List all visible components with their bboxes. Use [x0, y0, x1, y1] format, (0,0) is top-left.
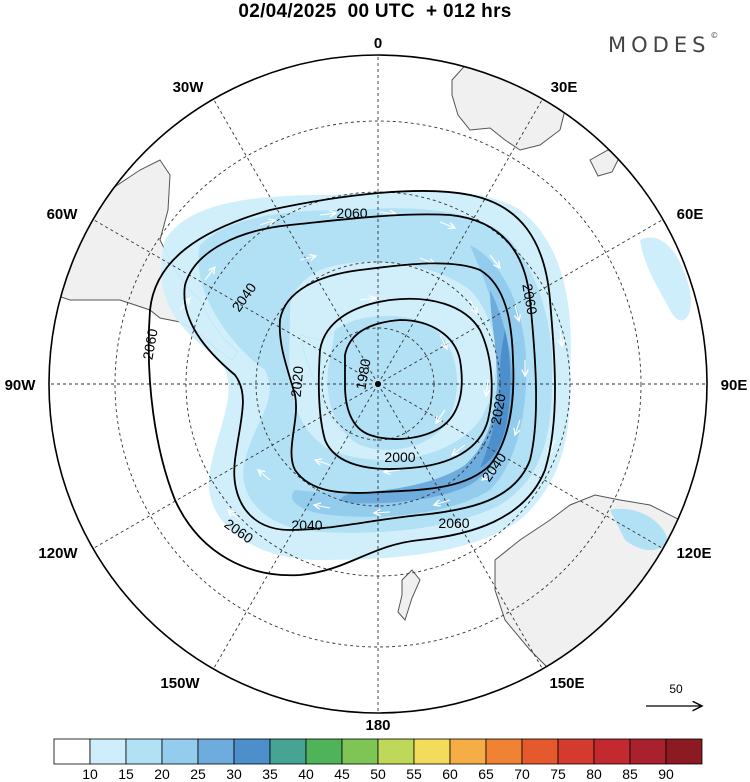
contour-label-2040-south: 2040 [291, 517, 322, 533]
colorbar-tick-label: 60 [442, 766, 458, 782]
colorbar-swatch [665, 738, 703, 765]
contour-2040 [183, 213, 537, 531]
colorbar-swatch [413, 738, 451, 765]
land-new-zealand [397, 569, 421, 621]
land-madagascar [589, 149, 621, 177]
wind-reference-label: 50 [669, 682, 683, 696]
contour-label-2020-west: 2020 [288, 365, 307, 398]
lon-label-150w: 150W [160, 675, 200, 692]
height-contours [147, 190, 556, 577]
colorbar-swatch [341, 738, 379, 765]
south-pole-marker [375, 381, 381, 387]
colorbar: 10 15 20 25 30 35 40 45 50 55 60 65 70 75 80 85 90 [53, 738, 703, 782]
colorbar-tick-label: 45 [334, 766, 350, 782]
contour-2060 [147, 190, 556, 577]
lon-label-60e: 60E [677, 206, 704, 223]
longitude-labels: 0 30E 60E 90E 120E 150E 180 150W 120W 90… [5, 35, 748, 734]
colorbar-swatch [269, 738, 307, 765]
graticule [49, 55, 707, 713]
wind-vectors [179, 212, 562, 521]
colorbar-tick-label: 50 [370, 766, 386, 782]
map-boundary [48, 54, 708, 714]
lon-label-90e: 90E [721, 377, 748, 394]
brand-text: MODES [608, 33, 711, 57]
lon-label-30w: 30W [173, 79, 205, 96]
colorbar-swatch [125, 738, 163, 765]
shade-tasman-patch [610, 508, 668, 551]
shade-35-band [480, 330, 511, 468]
colorbar-tick-label: 35 [262, 766, 278, 782]
lon-label-30e: 30E [551, 79, 578, 96]
colorbar-tick-label: 70 [514, 766, 530, 782]
colorbar-swatch [197, 738, 235, 765]
lon-label-150e: 150E [549, 675, 584, 692]
contour-label-2060-south: 2060 [438, 515, 469, 531]
lon-label-90w: 90W [5, 377, 37, 394]
contour-label-2060-west: 2060 [139, 327, 160, 361]
colorbar-swatch [593, 738, 631, 765]
colorbar-tick-label: 10 [82, 766, 98, 782]
shade-30-band [340, 290, 513, 504]
contour-label-2000: 2000 [384, 449, 415, 465]
shade-indian-ocean-patch [640, 237, 691, 321]
colorbar-tick-label: 20 [154, 766, 170, 782]
colorbar-tick-label: 85 [622, 766, 638, 782]
wind-reference: 50 [646, 682, 702, 706]
colorbar-tick-label: 80 [586, 766, 602, 782]
contour-labels: 2060 2040 2060 2060 2020 1980 2060 2020 … [139, 205, 540, 547]
contour-label-1980: 1980 [352, 357, 373, 391]
colorbar-swatch [521, 738, 559, 765]
lon-label-0: 0 [374, 35, 382, 52]
copyright-symbol: © [710, 31, 719, 40]
colorbar-swatch [89, 738, 127, 765]
contour-label-2060-top: 2060 [336, 205, 367, 221]
contour-label-2020-east: 2020 [487, 392, 508, 426]
colorbar-tick-label: 65 [478, 766, 494, 782]
colorbar-swatch [233, 738, 271, 765]
map-disk [49, 55, 707, 713]
colorbar-swatch [557, 738, 595, 765]
contour-2000 [317, 297, 493, 470]
colorbar-swatch [377, 738, 415, 765]
colorbar-swatch [161, 738, 199, 765]
colorbar-tick-label: 55 [406, 766, 422, 782]
colorbar-tick-label: 25 [190, 766, 206, 782]
lon-label-120w: 120W [38, 545, 78, 562]
lon-label-120e: 120E [676, 545, 711, 562]
colorbar-tick-label: 30 [226, 766, 242, 782]
contour-2020 [278, 262, 515, 494]
lon-label-60w: 60W [47, 206, 79, 223]
shade-polar-light [327, 315, 457, 450]
colorbar-swatch [53, 738, 91, 765]
colorbar-swatch [629, 738, 667, 765]
colorbar-swatch [305, 738, 343, 765]
colorbar-tick-label: 40 [298, 766, 314, 782]
colorbar-tick-label: 90 [658, 766, 674, 782]
lon-label-180: 180 [365, 717, 390, 734]
contour-label-2060-east: 2060 [519, 282, 540, 316]
colorbar-swatch [449, 738, 487, 765]
brand-logo: MODES© [608, 31, 719, 57]
map-title: 02/04/2025 00 UTC + 012 hrs [238, 1, 512, 22]
colorbar-swatch [485, 738, 523, 765]
colorbar-tick-label: 15 [118, 766, 134, 782]
colorbar-tick-label: 75 [550, 766, 566, 782]
contour-1980 [344, 319, 463, 440]
